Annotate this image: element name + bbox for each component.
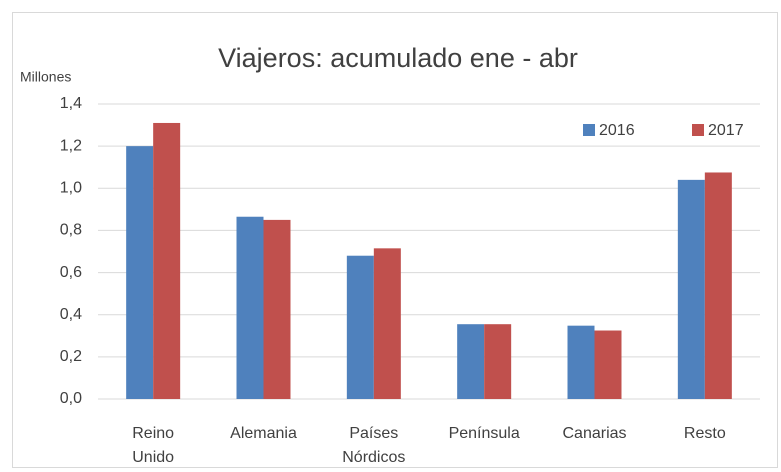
- bar: [373, 248, 401, 399]
- y-tick-label: 0,6: [60, 264, 82, 281]
- x-tick-label: Reino Unido: [132, 425, 174, 466]
- bar: [567, 325, 595, 399]
- bar: [704, 172, 732, 399]
- x-tick-label: Canarias: [562, 425, 626, 442]
- bar: [153, 122, 181, 399]
- x-tick-label: Alemania: [230, 425, 297, 442]
- bar: [457, 324, 485, 399]
- bar: [236, 216, 264, 399]
- y-tick-label: 0,4: [60, 306, 82, 323]
- y-tick-label: 1,2: [60, 137, 82, 154]
- bar: [263, 219, 291, 399]
- y-tick-label: 0,2: [60, 348, 82, 365]
- y-tick-label: 1,4: [60, 95, 82, 112]
- x-tick-label: Península: [449, 425, 520, 442]
- y-tick-label: 0,8: [60, 222, 82, 239]
- x-tick-label: Países Nórdicos: [342, 425, 405, 466]
- bar: [484, 324, 512, 399]
- x-tick-label: Resto: [684, 425, 726, 442]
- y-tick-label: 1,0: [60, 180, 82, 197]
- y-tick-label: 0,0: [60, 390, 82, 407]
- bar: [346, 255, 374, 399]
- legend-swatch: [583, 124, 595, 136]
- bar: [677, 179, 705, 399]
- legend-swatch: [692, 124, 704, 136]
- legend-label: 2016: [599, 122, 635, 139]
- y-axis-label: Millones: [20, 69, 71, 85]
- chart-title: Viajeros: acumulado ene - abr: [218, 43, 578, 73]
- legend-label: 2017: [708, 122, 744, 139]
- bar: [126, 146, 154, 399]
- bar: [594, 330, 622, 399]
